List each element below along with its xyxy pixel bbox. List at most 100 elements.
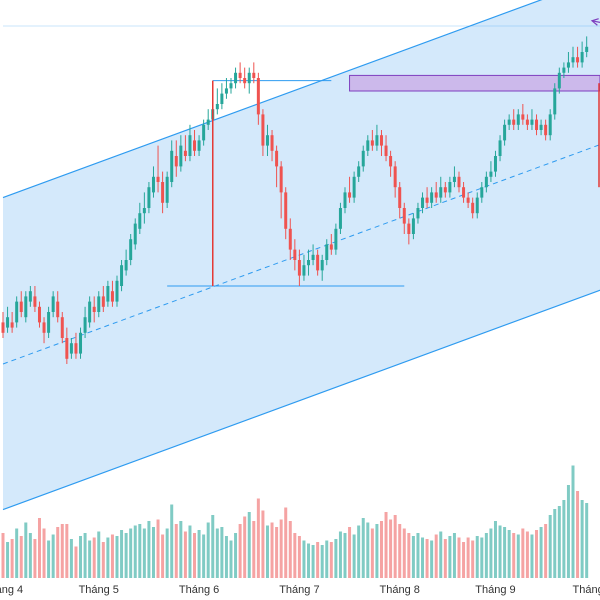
candle-body [74,343,78,354]
candle-body [389,156,393,167]
x-tick-label: Tháng 9 [475,584,515,596]
candle [316,249,320,276]
candle [15,296,19,328]
volume-bar [352,534,356,578]
volume-bar [106,537,110,578]
volume-bar [229,540,233,578]
volume-bar [466,537,470,578]
volume-bar [24,522,28,578]
candle-body [571,57,575,63]
volume-bar [129,528,133,578]
candle [311,244,315,266]
price-candles [1,36,589,364]
candle-body [343,192,347,208]
volume-bar [297,536,301,578]
candle-body [133,223,137,245]
volume-bar [151,527,155,578]
candle-body [51,296,55,312]
candle-body [311,254,315,260]
candle-body [174,156,178,167]
candle [28,286,32,307]
candle-body [247,72,251,84]
volume-bar [357,525,361,578]
candle-body [79,332,83,354]
candle [115,275,119,307]
candle [270,130,274,162]
volume-bar [79,536,83,578]
volume-bar [261,510,265,578]
regression-channel[interactable] [2,0,600,511]
volume-bar [270,522,274,578]
candle [265,124,269,156]
candle-body [462,187,466,198]
volume-bar [115,536,119,578]
volume-bar [147,521,151,578]
candle-body [370,140,374,146]
volume-bar [188,525,192,578]
candle-body [525,119,529,125]
candle-body [28,291,32,302]
volume-bar [284,507,288,578]
volume-bar [83,533,87,578]
volume-bar [316,542,320,578]
volume-bar [179,521,183,578]
volume-bar [165,528,169,578]
time-axis: Tháng 4 Tháng 5 Tháng 6 Tháng 7 Tháng 8 Tháng… [0,584,600,596]
candle [398,182,402,219]
x-tick-label: Tháng 4 [0,584,23,596]
volume-bar [334,539,338,578]
candle [544,119,548,141]
volume-bar [211,515,215,578]
volume-bar [133,525,137,578]
candle [421,192,425,214]
candle [425,187,429,208]
candle [553,83,557,120]
candle [238,62,242,84]
candle [471,197,475,219]
candle [56,291,60,323]
x-tick-label: Tháng 8 [380,584,420,596]
candle [535,114,539,136]
volume-bar [42,528,46,578]
candle [375,124,379,151]
candle [430,187,434,208]
candle [334,223,338,255]
candle [452,166,456,188]
candle-body [101,296,105,307]
candle-body [15,301,19,323]
candle [585,36,589,58]
candle-body [457,176,461,188]
candle-body [288,228,292,250]
candle-body [379,135,383,146]
candle [539,119,543,136]
volume-bar [293,533,297,578]
candle [448,176,452,198]
candle-body [83,317,87,333]
volume-bar [65,524,69,578]
candle-body [97,296,101,312]
candle [352,171,356,203]
volume-bar [69,539,73,578]
volume-bar [97,531,101,578]
volume-bar [379,521,383,578]
drawing-overlay[interactable] [212,18,600,286]
candle-body [489,171,493,177]
candle-body [33,296,37,307]
candle-body [539,124,543,130]
candle [288,218,292,260]
candle-body [338,208,342,229]
candle-body [361,150,365,167]
volume-bar [452,533,456,578]
candle-body [507,119,511,125]
candle [206,109,210,130]
candle [530,109,534,130]
guide-lines[interactable] [3,25,600,287]
volume-bar [525,531,529,578]
candle [69,338,73,359]
volume-bar [516,534,520,578]
resistance-zones[interactable] [349,74,600,92]
candle [170,140,174,188]
candle-body [10,322,14,328]
